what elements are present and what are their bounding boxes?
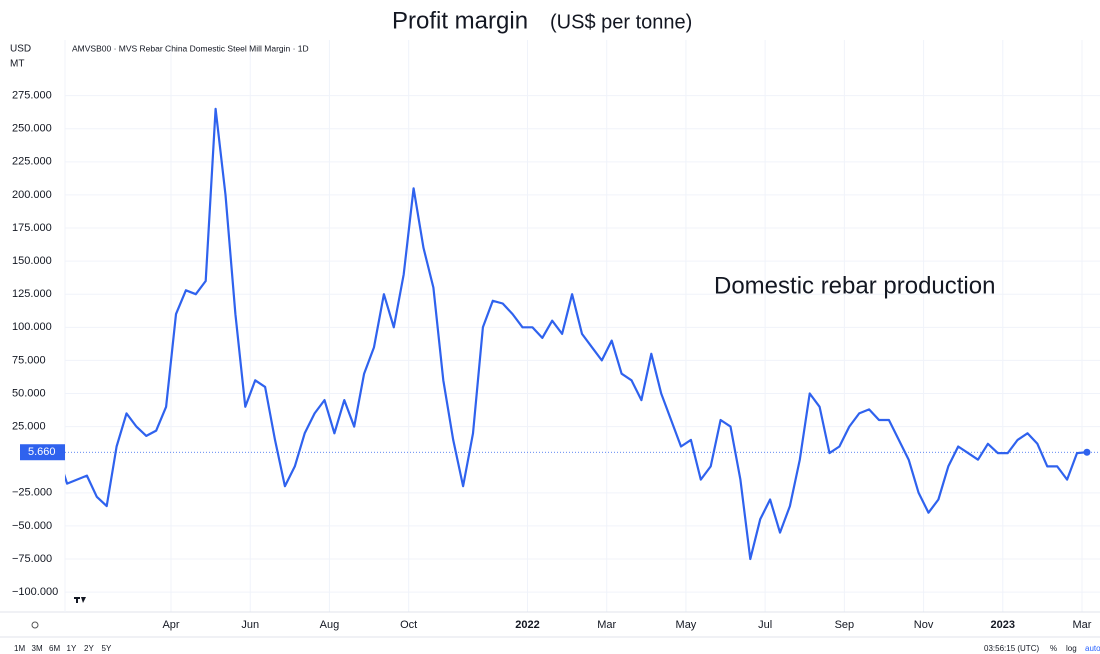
y-tick-label: 75.000	[12, 354, 46, 366]
data-line	[65, 107, 1088, 561]
x-tick-label: Jun	[241, 619, 259, 631]
y-tick-label: 100.000	[12, 321, 52, 333]
y-tick-label: −75.000	[12, 553, 52, 565]
auto-toggle[interactable]: auto	[1085, 644, 1100, 653]
x-tick-label: Jul	[758, 619, 772, 631]
y-tick-label: 125.000	[12, 288, 52, 300]
last-value-box	[20, 444, 65, 461]
x-tick-label: Aug	[320, 619, 340, 631]
x-tick-label: Sep	[835, 619, 855, 631]
y-tick-label: 275.000	[12, 90, 52, 102]
range-button[interactable]: 5Y	[102, 644, 112, 653]
y-tick-label: −100.000	[12, 586, 58, 598]
y-tick-label: 150.000	[12, 255, 52, 267]
y-tick-label: 250.000	[12, 123, 52, 135]
y-tick-label: 25.000	[12, 421, 46, 433]
y-unit: USD	[10, 44, 31, 55]
x-tick-label: Mar	[1073, 619, 1092, 631]
range-button[interactable]: 2Y	[84, 644, 94, 653]
legend-entry: AMVSB00 · MVS Rebar China Domestic Steel…	[72, 43, 309, 53]
time: 03:56:15 (UTC)	[984, 644, 1039, 653]
x-tick-label: Nov	[914, 619, 934, 631]
chart-title: Profit margin	[392, 7, 528, 34]
y-tick-label: 200.000	[12, 189, 52, 201]
last-point	[1083, 448, 1091, 456]
range-button[interactable]: 1Y	[67, 644, 77, 653]
chart-title-unit: (US$ per tonne)	[550, 11, 692, 33]
annotation: Domestic rebar production	[714, 272, 995, 299]
range-button[interactable]: 6M	[49, 644, 60, 653]
tv-logo	[74, 597, 86, 603]
y-tick-label: −25.000	[12, 487, 52, 499]
x-tick-label: Apr	[162, 619, 179, 631]
range-button[interactable]: 1M	[14, 644, 25, 653]
toolbar: 03:56:15 (UTC) % log auto 1M 3M 6M 1Y 2Y 5Y	[14, 644, 1100, 653]
last-value-label: 5.660	[28, 446, 56, 458]
grid	[65, 40, 1100, 612]
x-tick-label: May	[676, 619, 697, 631]
log-toggle[interactable]: log	[1066, 644, 1077, 653]
x-tick-label: 2022	[515, 619, 539, 631]
x-tick-label: Mar	[597, 619, 616, 631]
settings-icon[interactable]	[31, 621, 39, 629]
y-unit: MT	[10, 59, 24, 70]
y-tick-label: 50.000	[12, 387, 46, 399]
y-tick-label: −50.000	[12, 520, 52, 532]
y-tick-label: 175.000	[12, 222, 52, 234]
range-button[interactable]: 3M	[32, 644, 43, 653]
x-tick-label: Oct	[400, 619, 417, 631]
y-tick-label: 225.000	[12, 156, 52, 168]
x-tick-label: 2023	[991, 619, 1015, 631]
percent-toggle[interactable]: %	[1050, 644, 1057, 653]
